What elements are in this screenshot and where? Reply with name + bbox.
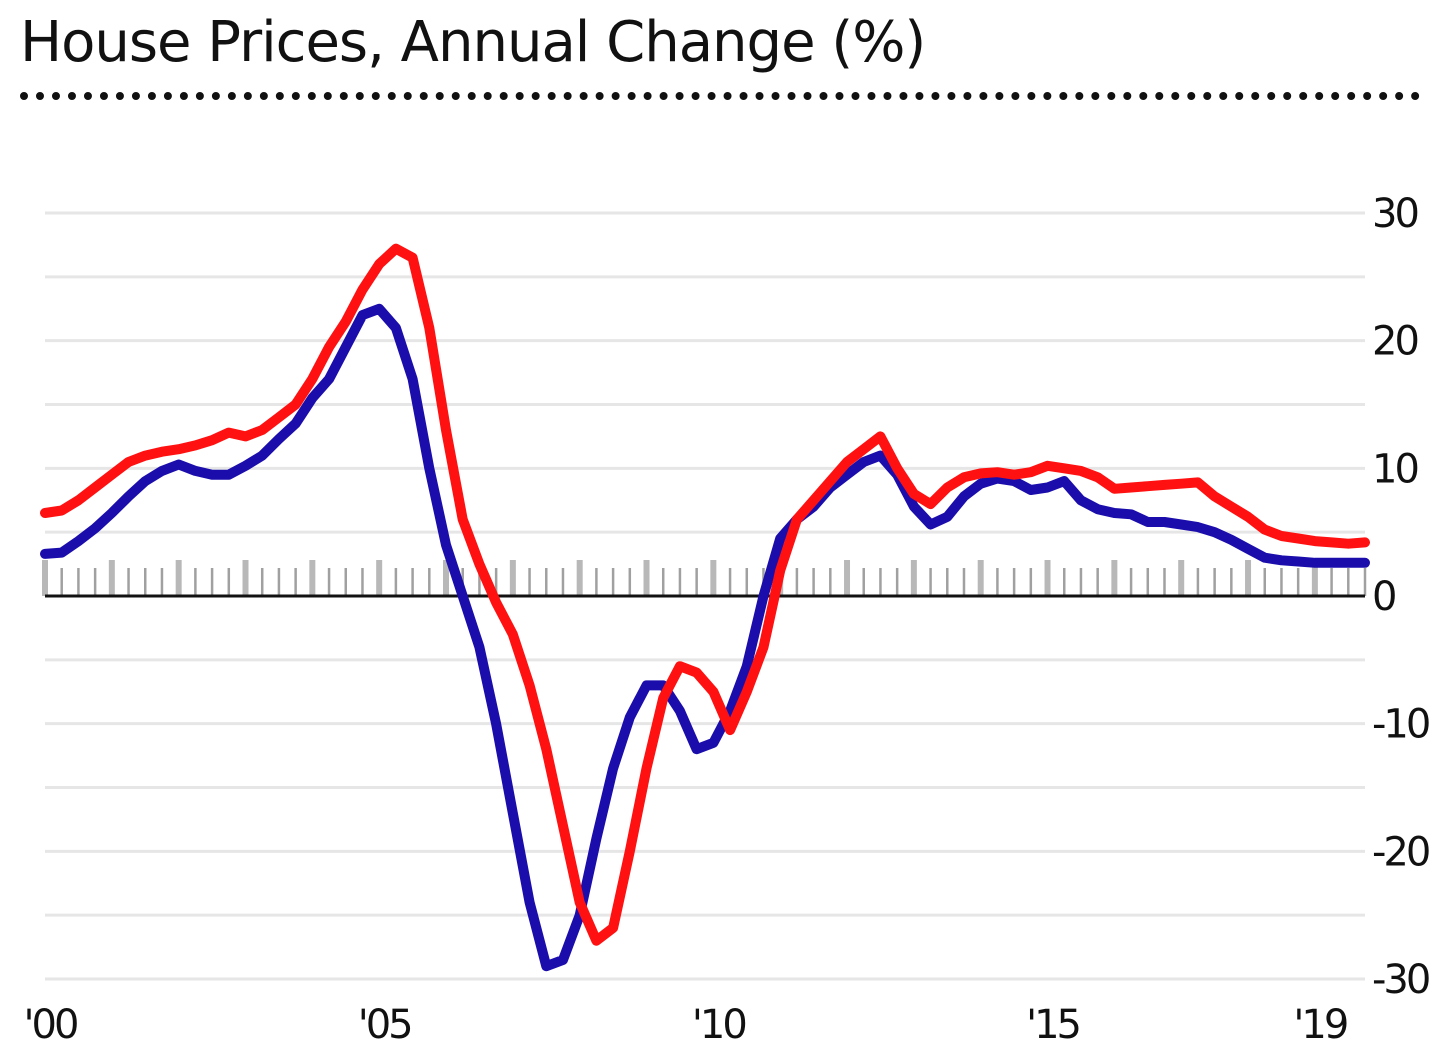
chart-title: House Prices, Annual Change (%): [20, 10, 926, 75]
x-tick-label: '19: [1293, 1002, 1346, 1044]
y-tick-label: -10: [1372, 702, 1429, 748]
y-tick-label: 10: [1372, 446, 1417, 492]
y-tick-label: 30: [1372, 191, 1417, 237]
x-tick-label: '10: [692, 1002, 745, 1044]
gridlines: [45, 211, 1365, 981]
y-axis-labels: 30 20 10 0 -10 -20 -30: [1372, 191, 1432, 1003]
y-tick-label: -20: [1372, 829, 1429, 875]
title-divider: [20, 92, 1420, 100]
y-tick-label: 0: [1372, 574, 1395, 620]
y-tick-label: -30: [1372, 957, 1429, 1003]
series-line: [40, 303, 1370, 972]
minor-tick-marks: [42, 560, 1367, 596]
x-tick-label: '15: [1026, 1002, 1079, 1044]
series-line: [40, 243, 1370, 946]
series-layer: [40, 243, 1370, 972]
y-tick-label: 20: [1372, 319, 1417, 365]
x-tick-label: '05: [358, 1002, 411, 1044]
x-axis-labels: '00 '05 '10 '15 '19: [24, 1002, 1350, 1044]
x-tick-label: '00: [24, 1002, 77, 1044]
